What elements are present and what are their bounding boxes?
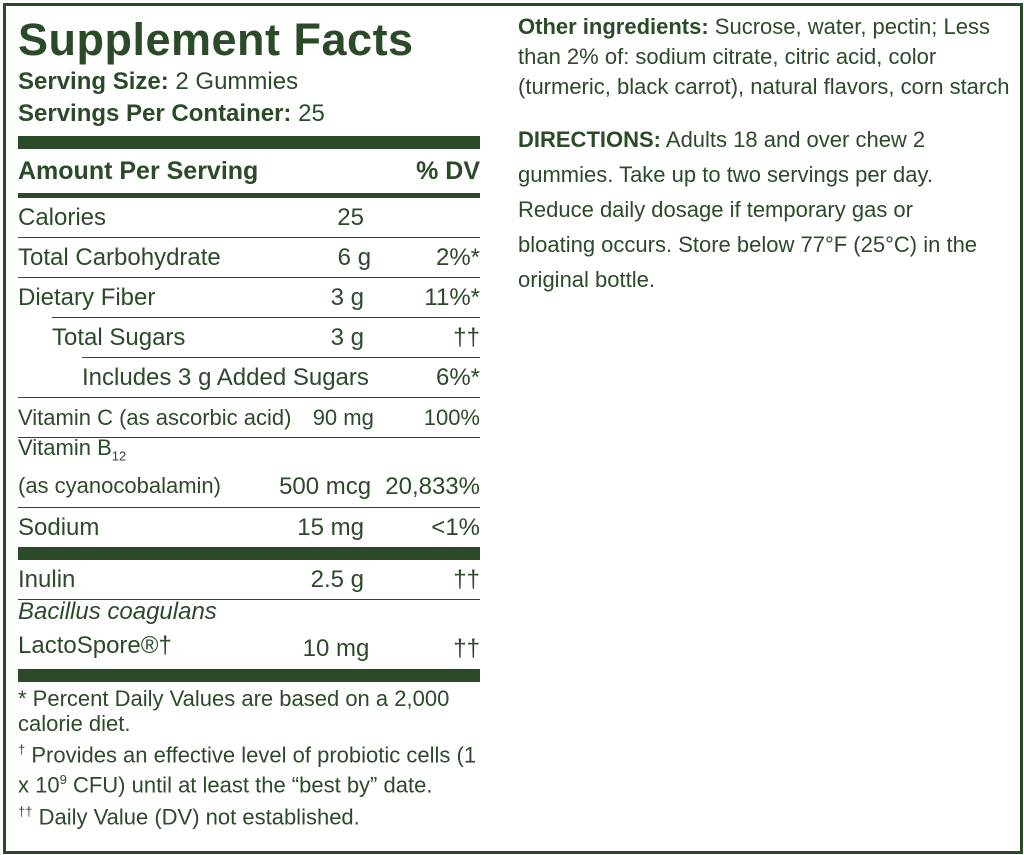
nutrient-row: Inulin 2.5 g †† — [18, 560, 480, 599]
value: 25 — [298, 100, 325, 127]
dv: †† — [453, 565, 480, 593]
panel-title: Supplement Facts — [18, 14, 414, 65]
amount: 500 mcg — [279, 473, 372, 500]
subscript: 12 — [111, 448, 127, 463]
symbol: † — [18, 742, 26, 757]
name: Includes 3 g Added Sugars — [82, 363, 369, 391]
servings-per-container: Servings Per Container: 25 — [18, 98, 480, 130]
dv: 100% — [423, 404, 480, 430]
name: Bacillus coagulans LactoSpore®† — [18, 595, 217, 663]
thick-rule — [18, 669, 480, 682]
text: Daily Value (DV) not established. — [32, 803, 360, 829]
nutrient-row: Calories 25 — [18, 198, 480, 237]
text: Provides an effective level of probiotic… — [18, 742, 477, 798]
other-ingredients: Other ingredients: Sucrose, water, pecti… — [518, 12, 1013, 102]
amount: 15 mg — [297, 513, 364, 541]
amount: 3 g — [330, 323, 364, 351]
label: Other ingredients: — [518, 14, 709, 39]
name-text: Bacillus coagulans — [18, 598, 217, 625]
text: Sucrose, water, pectin; Less than 2% of:… — [518, 14, 1010, 99]
text: CFU) until at least the “best by” date. — [66, 772, 433, 798]
label-frame: Supplement Facts Serving Size: 2 Gummies… — [3, 3, 1023, 854]
name: Total Sugars — [52, 323, 186, 351]
nutrient-row: Sodium 15 mg <1% — [18, 507, 480, 547]
rule — [18, 193, 480, 198]
nutrient-row: Total Sugars 3 g †† — [52, 317, 480, 357]
dv: †† — [453, 635, 480, 662]
detail: (as cyanocobalamin) — [18, 473, 221, 498]
dv: 20,833% — [385, 473, 480, 500]
nutrient-row: Vitamin C (as ascorbic acid) 90 mg 100% — [18, 397, 480, 437]
amount: 2.5 g — [310, 565, 364, 593]
amount: 25 — [337, 203, 364, 231]
amount: 10 mg — [302, 635, 370, 662]
text: Adults 18 and over chew 2 gummies. Take … — [518, 127, 978, 292]
footnote: †† Daily Value (DV) not established. — [18, 799, 480, 829]
amount: 3 g — [330, 283, 364, 311]
nutrient-row: Dietary Fiber 3 g 11%* — [18, 277, 480, 317]
superscript: 9 — [59, 772, 67, 788]
dv: 11%* — [424, 283, 480, 311]
name: Vitamin B12 (as cyanocobalamin) — [18, 433, 221, 501]
amount: 90 mg — [312, 404, 374, 430]
name-text: Vitamin B — [18, 434, 112, 460]
detail: LactoSpore®† — [18, 632, 172, 659]
header-dv: % DV — [416, 156, 480, 185]
name: Total Carbohydrate — [18, 243, 221, 271]
name: Dietary Fiber — [18, 283, 156, 311]
side-text: Other ingredients: Sucrose, water, pecti… — [518, 12, 1013, 297]
footnotes: * Percent Daily Values are based on a 2,… — [18, 686, 480, 829]
name: Vitamin C (as ascorbic acid) — [18, 404, 292, 430]
name: Calories — [18, 203, 107, 231]
thick-rule — [18, 547, 480, 560]
supplement-facts-panel: Supplement Facts Serving Size: 2 Gummies… — [18, 6, 480, 830]
symbol: †† — [18, 803, 33, 819]
dv: 6%* — [435, 363, 480, 391]
name: Inulin — [18, 565, 76, 593]
name: Sodium — [18, 513, 100, 541]
amount: 6 g — [337, 243, 372, 271]
nutrient-row: Total Carbohydrate 6 g 2%* — [18, 237, 480, 277]
footnote: * Percent Daily Values are based on a 2,… — [18, 686, 450, 736]
label: DIRECTIONS: — [518, 127, 661, 152]
nutrient-row: Bacillus coagulans LactoSpore®† 10 mg †† — [18, 598, 480, 669]
dv: 2%* — [435, 243, 480, 271]
footnote: † Provides an effective level of probiot… — [18, 737, 480, 798]
thick-rule — [18, 136, 480, 149]
label: Servings Per Container: — [18, 100, 292, 127]
dv: †† — [453, 323, 480, 351]
nutrient-row: Includes 3 g Added Sugars 6%* — [82, 357, 480, 397]
value: 2 Gummies — [175, 68, 299, 95]
label: Serving Size: — [18, 68, 169, 95]
directions: DIRECTIONS: Adults 18 and over chew 2 gu… — [518, 122, 978, 297]
dv: <1% — [431, 513, 480, 541]
serving-size: Serving Size: 2 Gummies — [18, 66, 480, 98]
header-row: Amount Per Serving % DV — [18, 149, 480, 193]
header-amount: Amount Per Serving — [18, 156, 259, 185]
nutrient-row: Vitamin B12 (as cyanocobalamin) 500 mcg 20… — [18, 435, 480, 507]
